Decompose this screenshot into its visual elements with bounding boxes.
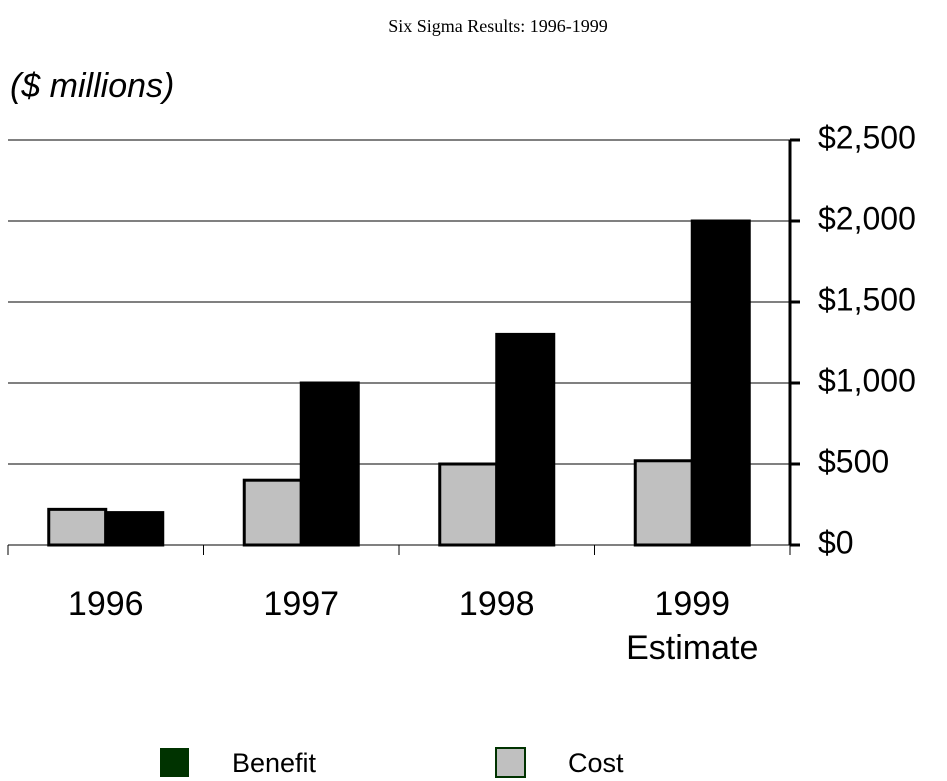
y-axis-label: ($ millions)	[10, 67, 174, 105]
x-tick-label: 1999 Estimate	[626, 585, 759, 667]
y-tick-label: $2,000	[818, 200, 916, 236]
legend-label: Cost	[568, 748, 624, 778]
bar	[633, 459, 694, 547]
y-tick-label: $500	[818, 443, 889, 479]
bar	[104, 511, 165, 547]
chart-title: Six Sigma Results: 1996-1999	[388, 16, 608, 36]
x-tick-label: 1997	[263, 585, 340, 623]
y-tick-label: $1,000	[818, 362, 916, 398]
bar	[299, 381, 360, 547]
legend-swatch	[495, 747, 526, 778]
bar	[438, 462, 499, 547]
bar	[690, 219, 751, 547]
bar	[47, 507, 108, 547]
y-tick-label: $2,500	[818, 119, 916, 155]
x-tick-label: 1996	[67, 585, 144, 623]
bar	[495, 332, 556, 547]
x-tick-label: 1998	[458, 585, 535, 623]
legend-label: Benefit	[232, 748, 317, 778]
y-tick-label: $0	[818, 524, 854, 560]
y-tick-label: $1,500	[818, 281, 916, 317]
bar	[242, 478, 303, 547]
legend-swatch	[160, 748, 189, 777]
